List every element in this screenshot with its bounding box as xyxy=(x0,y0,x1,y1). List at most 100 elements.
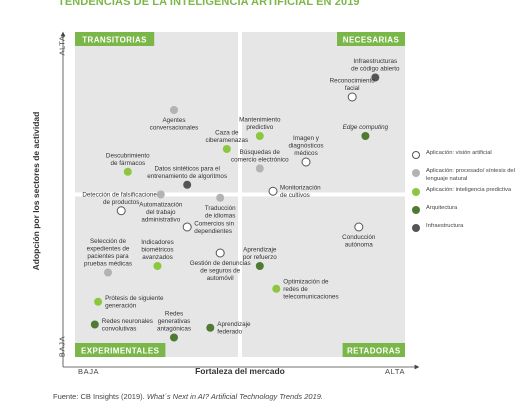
point-label-2: Agentes conversacionales xyxy=(150,117,199,132)
point-17 xyxy=(215,248,225,258)
point-label-line: ciberamenazas xyxy=(205,137,248,144)
point-label-line: de fármacos xyxy=(110,160,145,167)
point-label-line: Traducción xyxy=(205,205,236,212)
legend-label-architecture: Arquitectura xyxy=(426,205,458,211)
point-label-line: dependientes xyxy=(194,228,232,235)
point-0 xyxy=(371,73,380,82)
point-label-7: Búsquedas de comercio electrónico xyxy=(231,149,289,164)
point-label-9: Datos sintéticos para el entrenamiento de… xyxy=(147,165,227,180)
point-label-line: del trabajo xyxy=(146,209,176,216)
point-label-line: de seguros de xyxy=(200,268,240,275)
point-label-line: de productos xyxy=(103,199,139,206)
legend-item-architecture: Arquitectura xyxy=(412,205,517,219)
point-label-line: autónoma xyxy=(345,242,374,249)
x-tick-high: ALTA xyxy=(385,367,406,376)
point-2 xyxy=(170,106,178,114)
x-axis-label: Fortaleza del mercado xyxy=(195,366,285,376)
point-label-21: Prótesis de siguiente generación xyxy=(105,295,164,310)
point-label-line: Aprendizaje xyxy=(243,247,277,254)
legend-item-infrastructure: Infraestructura xyxy=(412,223,517,237)
legend-marker-vision xyxy=(412,151,420,159)
point-label-1: Reconocimiento facial xyxy=(330,78,376,93)
point-label-15: Indicadores biométricos avanzados xyxy=(141,239,174,261)
point-label-line: Imagen y xyxy=(293,135,320,142)
point-label-line: entrenamiento de algoritmos xyxy=(147,173,227,180)
quadrant-bg-1 xyxy=(242,32,405,193)
point-label-line: comercio electrónico xyxy=(231,157,289,164)
source-title: What´s Next in AI? Artificial Technology… xyxy=(146,392,324,401)
point-label-line: Mantenimiento xyxy=(239,117,281,124)
point-label-11: Detección de falsificaciones de productos xyxy=(82,191,160,206)
point-label-19: Conducción autónoma xyxy=(342,234,376,249)
legend-marker-nlp xyxy=(412,169,420,177)
legend-label-nlp: Aplicación: procesado/ síntesis del leng… xyxy=(426,168,515,182)
point-21 xyxy=(94,297,103,306)
point-label-line: Conducción xyxy=(342,234,376,241)
legend-label-vision: Aplicación: visión artificial xyxy=(426,150,492,156)
point-label-line: diagnósticos xyxy=(288,143,323,150)
point-label-line: Automatización xyxy=(139,202,183,209)
point-label-8: Descubrimiento de fármacos xyxy=(106,152,150,167)
quadrant-bg-0 xyxy=(75,32,238,193)
point-label-line: convolutivas xyxy=(102,325,137,332)
legend-marker-architecture xyxy=(412,206,420,214)
point-label-line: Agentes xyxy=(162,117,185,124)
point-label-18: Aprendizaje por refuerzo xyxy=(243,247,277,262)
point-12 xyxy=(156,190,165,199)
point-label-line: Detección de falsificaciones xyxy=(82,191,160,198)
point-label-17: Gestión de denuncias de seguros de automóv… xyxy=(190,260,251,282)
point-label-line: redes de xyxy=(283,286,308,293)
point-1 xyxy=(347,92,357,102)
point-label-line: Prótesis de siguiente xyxy=(105,295,164,302)
point-label-5: Caza de ciberamenazas xyxy=(205,130,248,145)
point-label-line: generación xyxy=(105,303,137,310)
legend-marker-predictive xyxy=(412,188,420,196)
quadrant-header-top_right: NECESARIAS xyxy=(343,36,400,45)
point-label-4: Edge computing xyxy=(343,124,389,131)
point-label-line: de código abierto xyxy=(351,66,400,73)
point-label-23: Aprendizaje federado xyxy=(217,321,251,336)
source-prefix: Fuente: CB Insights (2019). xyxy=(53,392,147,401)
point-label-line: biométricos xyxy=(141,247,173,254)
point-label-line: Gestión de denuncias xyxy=(190,260,251,267)
point-14 xyxy=(182,222,192,232)
point-20 xyxy=(272,284,281,293)
point-label-line: Aprendizaje xyxy=(217,321,251,328)
point-label-line: de idiomas xyxy=(205,212,235,219)
point-6 xyxy=(301,157,311,167)
point-label-3: Mantenimiento predictivo xyxy=(239,117,281,132)
point-label-line: antagónicas xyxy=(157,326,191,333)
quadrant-header-bg-top_right xyxy=(337,32,405,46)
point-18 xyxy=(255,262,264,270)
point-5 xyxy=(222,145,231,153)
point-label-22: Redes generativas antagónicas xyxy=(157,311,191,333)
quadrant-header-top_left: TRANSITORIAS xyxy=(82,36,147,45)
quadrant-header-bg-bottom_left xyxy=(75,343,166,357)
legend-item-predictive: Aplicación: inteligencia predictiva xyxy=(412,187,517,201)
point-10 xyxy=(268,186,278,196)
point-label-line: por refuerzo xyxy=(243,254,277,261)
point-label-line: conversacionales xyxy=(150,125,199,132)
point-16 xyxy=(104,268,112,277)
point-label-line: Redes neuronales xyxy=(102,318,153,325)
point-13 xyxy=(216,193,225,202)
point-label-line: expedientes de xyxy=(87,246,130,253)
quadrant-header-bottom_left: EXPERIMENTALES xyxy=(81,347,160,356)
point-label-line: Selección de xyxy=(90,238,127,245)
point-label-14: Comercios sin dependientes xyxy=(194,220,234,235)
source-note: Fuente: CB Insights (2019). What´s Next … xyxy=(53,392,323,401)
point-label-line: Monitorización xyxy=(280,185,321,192)
point-label-line: administrativo xyxy=(141,217,180,224)
point-label-line: pacientes para xyxy=(87,253,129,260)
point-23 xyxy=(206,323,215,332)
legend-item-vision: Aplicación: visión artificial xyxy=(412,150,517,164)
point-label-line: Datos sintéticos para el xyxy=(154,165,219,172)
point-label-line: Edge computing xyxy=(343,124,389,131)
x-tick-low: BAJA xyxy=(78,367,100,376)
point-label-line: pruebas médicas xyxy=(84,261,132,268)
point-9 xyxy=(183,180,192,189)
point-15 xyxy=(153,262,162,270)
page-title: TENDENCIAS DE LA INTELIGENCIA ARTIFICIAL… xyxy=(58,0,360,8)
legend-label-infrastructure: Infraestructura xyxy=(426,223,464,229)
